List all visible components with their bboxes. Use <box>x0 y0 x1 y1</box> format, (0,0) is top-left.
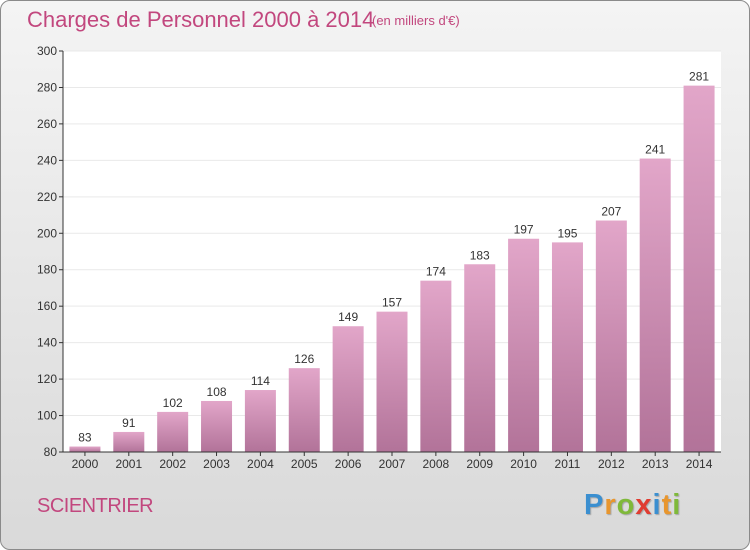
bar[interactable] <box>508 238 540 452</box>
data-label: 174 <box>426 265 446 279</box>
data-label: 195 <box>557 226 577 240</box>
bar[interactable] <box>113 431 145 452</box>
bar[interactable] <box>420 280 452 452</box>
y-tick-label: 120 <box>37 372 57 386</box>
bar[interactable] <box>376 311 408 452</box>
x-tick-label: 2010 <box>510 457 537 471</box>
brand-letter: i <box>652 489 662 521</box>
data-label: 197 <box>514 223 534 237</box>
x-tick-label: 2011 <box>555 457 581 471</box>
y-tick-label: 160 <box>37 299 57 313</box>
bar[interactable] <box>683 85 715 452</box>
data-label: 114 <box>251 374 270 388</box>
bar[interactable] <box>595 220 627 452</box>
chart-title: Charges de Personnel 2000 à 2014 <box>27 7 375 32</box>
data-label: 91 <box>122 416 136 430</box>
y-tick-label: 240 <box>37 153 57 167</box>
x-tick-label: 2007 <box>379 457 406 471</box>
bar[interactable] <box>464 264 496 452</box>
brand-letter: i <box>672 489 682 521</box>
x-tick-label: 2002 <box>159 457 186 471</box>
x-tick-label: 2009 <box>466 457 493 471</box>
x-tick-label: 2012 <box>598 457 625 471</box>
brand-letter: P <box>584 489 605 521</box>
x-tick-label: 2003 <box>203 457 230 471</box>
y-tick-label: 200 <box>37 226 57 240</box>
y-tick-label: 280 <box>37 80 57 94</box>
brand-letter: o <box>616 489 636 521</box>
axes: 80 100 120 140 160 180 200 220 240 260 280 300 2000 2… <box>37 44 721 471</box>
data-label: 108 <box>207 385 227 399</box>
y-tick-label: 140 <box>37 336 57 350</box>
x-tick-label: 2004 <box>247 457 274 471</box>
bar[interactable] <box>288 368 320 452</box>
data-label: 149 <box>338 310 358 324</box>
bar[interactable] <box>201 400 233 452</box>
data-label: 207 <box>601 205 621 219</box>
proxiti-logo[interactable]: Proxiti <box>584 489 681 522</box>
y-tick-label: 80 <box>44 445 58 459</box>
data-label: 241 <box>645 143 665 157</box>
x-tick-label: 2013 <box>642 457 669 471</box>
bar[interactable] <box>157 411 189 452</box>
y-tick-label: 180 <box>37 263 57 277</box>
x-tick-label: 2000 <box>72 457 99 471</box>
y-tick-label: 260 <box>37 117 57 131</box>
data-label: 157 <box>382 296 402 310</box>
data-label: 183 <box>470 248 490 262</box>
x-tick-label: 2014 <box>686 457 713 471</box>
bar[interactable] <box>639 158 671 453</box>
brand-letter: t <box>661 489 673 521</box>
bars: 83 91 102 108 114 126 149 157 174 183 197 195 207 241… <box>69 70 715 453</box>
chart-subtitle: (en milliers d'€) <box>372 13 460 28</box>
data-label: 281 <box>689 70 709 84</box>
data-label: 102 <box>163 396 183 410</box>
bar[interactable] <box>332 326 364 452</box>
x-tick-label: 2006 <box>335 457 362 471</box>
brand-letter: x <box>635 489 653 521</box>
bar[interactable] <box>244 390 276 452</box>
x-tick-label: 2008 <box>423 457 450 471</box>
brand-letter: r <box>604 489 617 521</box>
bar[interactable] <box>69 446 101 452</box>
x-tick-label: 2005 <box>291 457 318 471</box>
bar[interactable] <box>551 242 583 452</box>
commune-name: SCIENTRIER <box>37 495 154 517</box>
data-label: 126 <box>294 352 314 366</box>
data-label: 83 <box>78 431 92 445</box>
y-tick-label: 300 <box>37 44 57 58</box>
y-tick-label: 100 <box>37 409 57 423</box>
x-tick-label: 2001 <box>115 457 142 471</box>
y-tick-label: 220 <box>37 190 57 204</box>
